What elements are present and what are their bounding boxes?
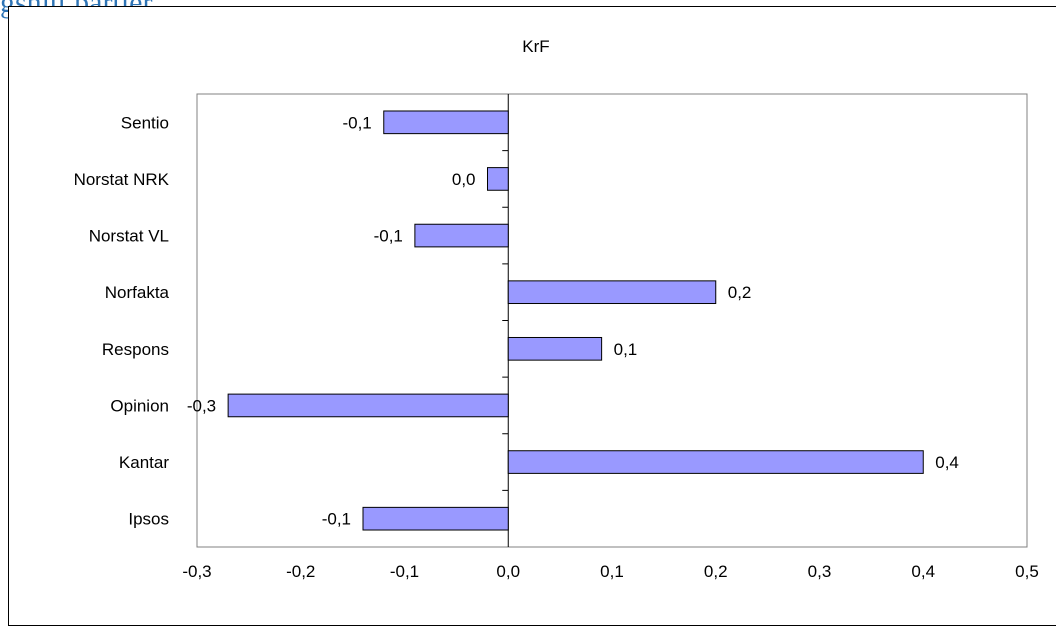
bar: [383, 110, 509, 135]
x-tick-label: -0,1: [390, 562, 419, 581]
x-tick-label: 0,2: [704, 562, 728, 581]
data-label: -0,1: [322, 510, 351, 529]
category-label: Ipsos: [128, 510, 169, 529]
x-tick-label: -0,3: [182, 562, 211, 581]
data-label: -0,1: [342, 113, 371, 132]
category-label: Opinion: [110, 396, 169, 415]
category-label: Norstat VL: [89, 227, 169, 246]
x-tick-label: 0,1: [600, 562, 624, 581]
x-tick-label: 0,5: [1015, 562, 1039, 581]
category-label: Sentio: [121, 113, 169, 132]
chart-title: KrF: [522, 37, 549, 56]
category-label: Norstat NRK: [74, 170, 170, 189]
chart-area: KrF Sentio -0,1 Norstat NRK 0,0 Norstat VL -0…: [8, 6, 1056, 626]
bar: [507, 450, 924, 474]
bar: [227, 393, 509, 418]
bar: [507, 336, 603, 361]
bar: [507, 280, 717, 305]
bar: [362, 506, 509, 531]
x-tick-label: 0,3: [808, 562, 832, 581]
bar: [487, 167, 509, 191]
category-label: Respons: [102, 340, 169, 359]
data-label: 0,4: [935, 453, 959, 472]
bar: [414, 223, 509, 248]
x-tick-label: 0,0: [496, 562, 520, 581]
x-tick-label: 0,4: [911, 562, 935, 581]
data-label: 0,0: [452, 170, 476, 189]
category-label: Norfakta: [105, 283, 170, 302]
data-label: 0,2: [728, 283, 752, 302]
data-label: 0,1: [614, 340, 638, 359]
x-tick-label: -0,2: [286, 562, 315, 581]
data-label: -0,3: [187, 396, 216, 415]
plot-area: [196, 93, 1028, 548]
bar-chart: KrF Sentio -0,1 Norstat NRK 0,0 Norstat VL -0…: [74, 37, 1039, 581]
data-label: -0,1: [374, 227, 403, 246]
category-label: Kantar: [119, 453, 169, 472]
